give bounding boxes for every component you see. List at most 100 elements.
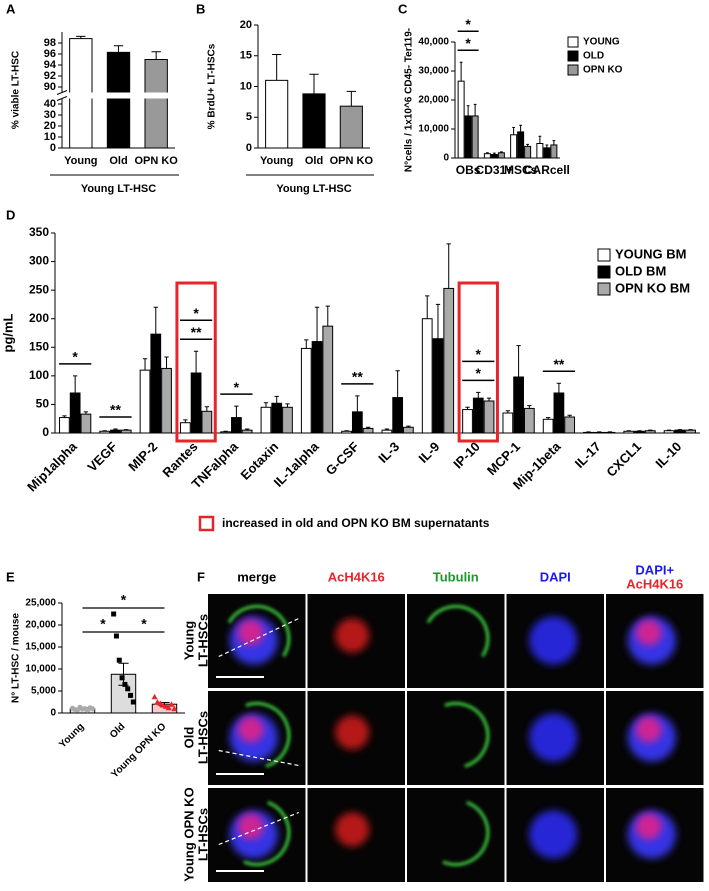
panel-letter: F xyxy=(197,569,205,584)
error-bar xyxy=(492,152,496,155)
bar xyxy=(265,79,289,149)
bar xyxy=(472,397,484,434)
tubulin-ring xyxy=(223,799,291,866)
y-axis-title: pg/mL xyxy=(0,313,15,352)
bar xyxy=(362,427,374,434)
error-bar xyxy=(425,295,430,319)
bar xyxy=(381,429,393,434)
highlight-box xyxy=(457,281,499,443)
error-bar xyxy=(435,303,441,339)
error-bar xyxy=(499,151,503,153)
panel-letter: E xyxy=(6,569,15,584)
y-tick-label: 250 xyxy=(29,282,49,296)
bar xyxy=(536,143,544,159)
x-tick-label: MIP-2 xyxy=(125,439,160,474)
error-bar xyxy=(314,306,320,342)
x-tick-label: CARcell xyxy=(524,163,570,177)
error-bar xyxy=(465,406,470,410)
error-bar xyxy=(476,391,481,399)
y-tick-label: 350 xyxy=(29,225,49,239)
y-tick-label: 15,000 xyxy=(25,642,56,653)
y-tick-label: 0 xyxy=(50,142,56,154)
bar xyxy=(190,372,202,434)
error-bar xyxy=(486,397,492,401)
significance-label: ** xyxy=(352,369,363,385)
y-tick-label: 0 xyxy=(50,708,56,719)
data-point xyxy=(116,657,122,663)
stain xyxy=(529,713,578,762)
error-bar xyxy=(272,54,282,81)
error-bar xyxy=(76,35,86,39)
error-bar xyxy=(193,350,199,373)
column-header: DAPI+ xyxy=(635,562,674,577)
bar xyxy=(300,347,312,434)
significance-label: * xyxy=(193,305,199,321)
x-tick-label: IL-3 xyxy=(375,439,402,466)
data-point xyxy=(90,706,96,712)
note-swatch xyxy=(198,515,215,532)
bar xyxy=(543,147,551,159)
x-tick-label: MSCs xyxy=(504,163,538,177)
significance-label: * xyxy=(476,365,482,381)
significance-label: ** xyxy=(110,402,121,418)
data-point xyxy=(157,700,164,706)
y-tick-label: 0 xyxy=(42,425,49,439)
bar xyxy=(634,430,645,434)
significance-label: * xyxy=(465,35,471,51)
y-tick-label: 300 xyxy=(29,254,49,268)
error-bar xyxy=(466,105,470,116)
data-point xyxy=(119,675,125,681)
bar xyxy=(139,369,151,434)
tubulin-ring xyxy=(223,605,291,672)
error-bar xyxy=(607,431,613,433)
x-tick-label: Old xyxy=(305,155,323,167)
bar xyxy=(392,397,404,434)
panel-letter: C xyxy=(398,1,408,16)
bar xyxy=(271,402,283,434)
x-tick-label: OPN KO xyxy=(330,155,374,167)
row-label: Young OPN KO xyxy=(181,787,196,881)
error-bar xyxy=(446,243,451,289)
error-bar xyxy=(395,370,400,398)
x-tick-label: OPN KO xyxy=(134,155,178,167)
x-tick-label: OBs xyxy=(456,163,481,177)
bar xyxy=(483,400,495,434)
micrograph xyxy=(407,691,505,785)
axis-break xyxy=(56,92,181,99)
error-bar xyxy=(526,143,530,147)
bar xyxy=(341,430,352,434)
error-bar xyxy=(666,429,672,431)
error-bar xyxy=(151,51,161,60)
x-tick-label: VEGF xyxy=(84,439,120,475)
column-header: AcH4K16 xyxy=(626,576,683,591)
column-header: DAPI xyxy=(540,569,571,584)
error-bar xyxy=(527,405,532,409)
y-tick-label: 20 xyxy=(240,19,252,31)
bar xyxy=(443,287,455,434)
bar xyxy=(220,431,232,434)
y-tick-label: 15 xyxy=(240,50,252,62)
legend-swatch xyxy=(567,36,579,48)
highlight-box xyxy=(175,281,217,443)
significance-label: * xyxy=(234,379,240,395)
data-point xyxy=(128,692,134,698)
error-bar xyxy=(223,430,228,432)
column-header: Tubulin xyxy=(433,569,479,584)
bar xyxy=(179,422,191,434)
bar xyxy=(644,430,656,434)
error-bar xyxy=(304,339,309,349)
bar xyxy=(604,431,616,434)
bar xyxy=(150,333,162,434)
bar xyxy=(231,417,242,434)
error-bar xyxy=(325,305,330,327)
y-tick-label: 10 xyxy=(240,80,252,92)
legend-label: OPN KO xyxy=(583,65,623,76)
legend-swatch xyxy=(597,265,611,279)
x-tick-label: IL-1alpha xyxy=(271,438,323,490)
error-bar xyxy=(637,430,642,432)
panel-letter: B xyxy=(196,1,205,16)
y-tick-label: 96 xyxy=(44,48,56,60)
significance-label: * xyxy=(100,616,106,632)
error-bar xyxy=(346,90,356,107)
data-point xyxy=(125,686,131,692)
